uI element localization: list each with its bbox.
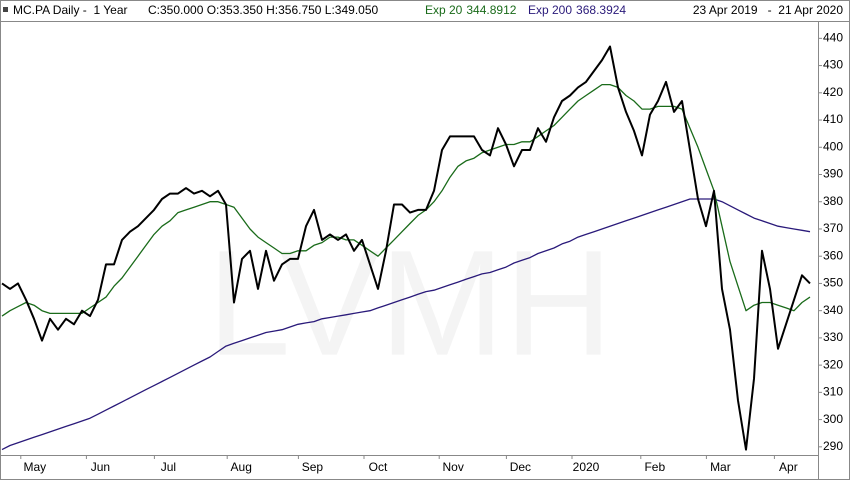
y-tick-label: 370 <box>823 221 843 235</box>
y-tick-label: 290 <box>823 439 843 453</box>
x-tick-label: Aug <box>231 460 252 474</box>
y-tick-label: 340 <box>823 303 843 317</box>
x-tick-label: Mar <box>710 460 731 474</box>
x-tick-label: Jun <box>91 460 110 474</box>
series-line <box>1 83 811 317</box>
legend-value: 368.3924 <box>576 3 626 17</box>
y-tick-label: 430 <box>823 58 843 72</box>
ohlc: C:350.000 O:353.350 H:356.750 L:349.050 <box>148 3 379 17</box>
y-tick-label: 440 <box>823 31 843 45</box>
date-range: 23 Apr 2019 - 21 Apr 2020 <box>693 3 843 17</box>
x-tick-label: Feb <box>644 460 665 474</box>
x-tick-label: Apr <box>779 460 798 474</box>
x-tick-label: Oct <box>369 460 388 474</box>
menu-icon <box>3 7 8 12</box>
y-tick-label: 310 <box>823 385 843 399</box>
legend-name: Exp 200 <box>528 3 572 17</box>
x-tick-label: Nov <box>443 460 464 474</box>
x-tick-label: May <box>23 460 46 474</box>
legend-value: 344.8912 <box>466 3 516 17</box>
series-line <box>1 198 811 451</box>
x-tick-label: Jul <box>161 460 176 474</box>
series-line <box>1 45 811 451</box>
y-tick-label: 400 <box>823 139 843 153</box>
legend-entry: Exp 200 368.3924 <box>528 3 626 17</box>
y-tick-label: 380 <box>823 194 843 208</box>
watermark: LVMH <box>207 219 613 387</box>
x-tick-label: Dec <box>510 460 531 474</box>
y-tick-label: 330 <box>823 330 843 344</box>
y-tick-label: 420 <box>823 85 843 99</box>
y-tick-label: 390 <box>823 167 843 181</box>
y-tick-label: 300 <box>823 412 843 426</box>
symbol: MC.PA Daily - 1 Year <box>13 3 128 17</box>
legend-name: Exp 20 <box>425 3 463 17</box>
y-tick-label: 360 <box>823 248 843 262</box>
x-tick-label: 2020 <box>573 460 600 474</box>
x-tick-label: Sep <box>302 460 324 474</box>
y-tick-label: 320 <box>823 357 843 371</box>
y-tick-label: 350 <box>823 276 843 290</box>
y-tick-label: 410 <box>823 112 843 126</box>
legend-entry: Exp 20 344.8912 <box>425 3 517 17</box>
